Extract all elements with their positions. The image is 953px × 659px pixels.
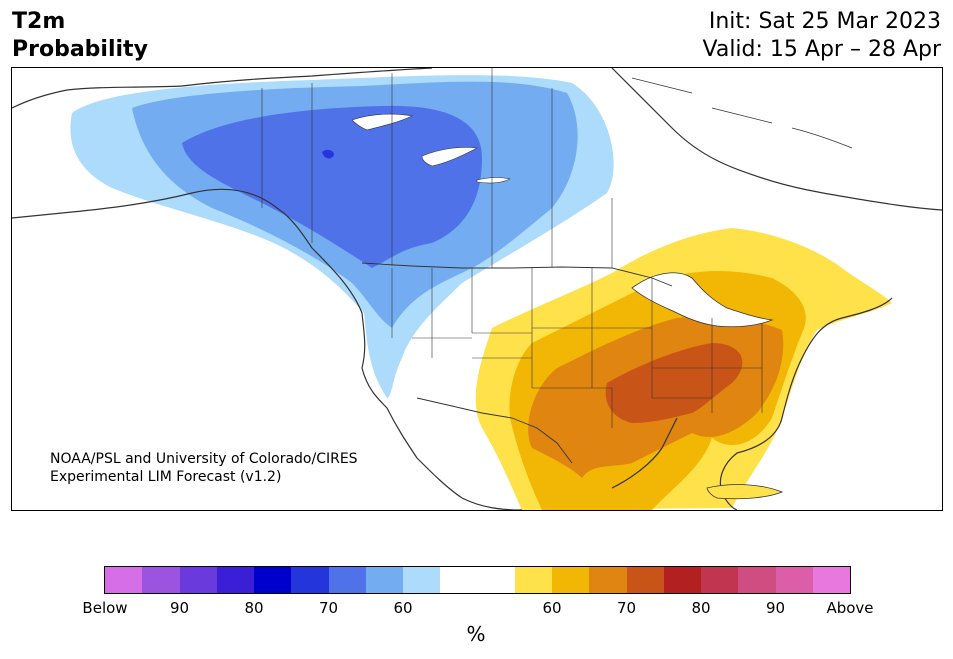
- credit-line-org: NOAA/PSL and University of Colorado/CIRE…: [50, 451, 358, 467]
- colorbar-tick-8: 90: [765, 599, 786, 617]
- colorbar-unit: %: [466, 622, 486, 646]
- us-canada-border: [361, 262, 673, 287]
- colorbar-tick-7: 80: [691, 599, 711, 617]
- title-line-variable: T2m: [12, 9, 66, 34]
- colorbar-cell-3: [216, 567, 254, 593]
- colorbar-cell-0: [105, 567, 143, 593]
- colorbar-cell-1: [142, 567, 180, 593]
- colorbar-cell-6: [328, 567, 366, 593]
- colorbar-tick-0: Below: [82, 599, 128, 617]
- colorbar-tick-9: Above: [826, 599, 874, 617]
- colorbar-tick-6: 70: [616, 599, 637, 617]
- colorbar-cell-8: [403, 567, 441, 593]
- colorbar-cell-5: [291, 567, 329, 593]
- map-panel: NOAA/PSL and University of Colorado/CIRE…: [11, 67, 943, 511]
- hudson-bay-islands: [631, 77, 853, 149]
- colorbar-cell-10: [477, 567, 515, 593]
- title-line-type: Probability: [12, 37, 148, 62]
- colorbar-cell-15: [663, 567, 701, 593]
- colorbar-tick-1: 90: [169, 599, 190, 617]
- colorbar-cell-13: [589, 567, 627, 593]
- great-slave-lake: [351, 113, 413, 131]
- init-date: Init: Sat 25 Mar 2023: [708, 9, 941, 34]
- colorbar-cell-14: [626, 567, 664, 593]
- colorbar-cell-16: [701, 567, 739, 593]
- great-lakes: [631, 272, 774, 328]
- colorbar-cell-17: [738, 567, 776, 593]
- lake-athabasca: [476, 177, 511, 184]
- map-title: T2m Probability: [12, 8, 148, 64]
- colorbar-cell-7: [365, 567, 403, 593]
- colorbar-cell-2: [179, 567, 217, 593]
- coastline: [12, 68, 942, 510]
- great-bear-lake: [421, 146, 478, 167]
- province-borders: [261, 68, 613, 268]
- state-borders: [391, 268, 763, 428]
- colorbar: [104, 566, 851, 594]
- credit-line-product: Experimental LIM Forecast (v1.2): [50, 469, 282, 485]
- above-90-region: [605, 343, 743, 423]
- below-80-region: [182, 105, 482, 268]
- colorbar-cell-9: [440, 567, 478, 593]
- colorbar-cell-19: [812, 567, 850, 593]
- below-90-region: [322, 149, 334, 159]
- colorbar-cell-4: [254, 567, 292, 593]
- colorbar-tick-2: 80: [244, 599, 264, 617]
- colorbar-tick-4: 60: [393, 599, 413, 617]
- us-mexico-border: [416, 397, 573, 464]
- colorbar-cell-18: [775, 567, 813, 593]
- colorbar-tick-5: 60: [542, 599, 562, 617]
- probability-map: [12, 68, 942, 510]
- data-credit: NOAA/PSL and University of Colorado/CIRE…: [50, 450, 358, 486]
- forecast-dates: Init: Sat 25 Mar 2023 Valid: 15 Apr – 28…: [703, 8, 942, 64]
- colorbar-cell-12: [552, 567, 590, 593]
- caribbean-islands: [706, 484, 784, 500]
- colorbar-cell-11: [514, 567, 552, 593]
- valid-range: Valid: 15 Apr – 28 Apr: [702, 37, 942, 62]
- colorbar-tick-3: 70: [318, 599, 339, 617]
